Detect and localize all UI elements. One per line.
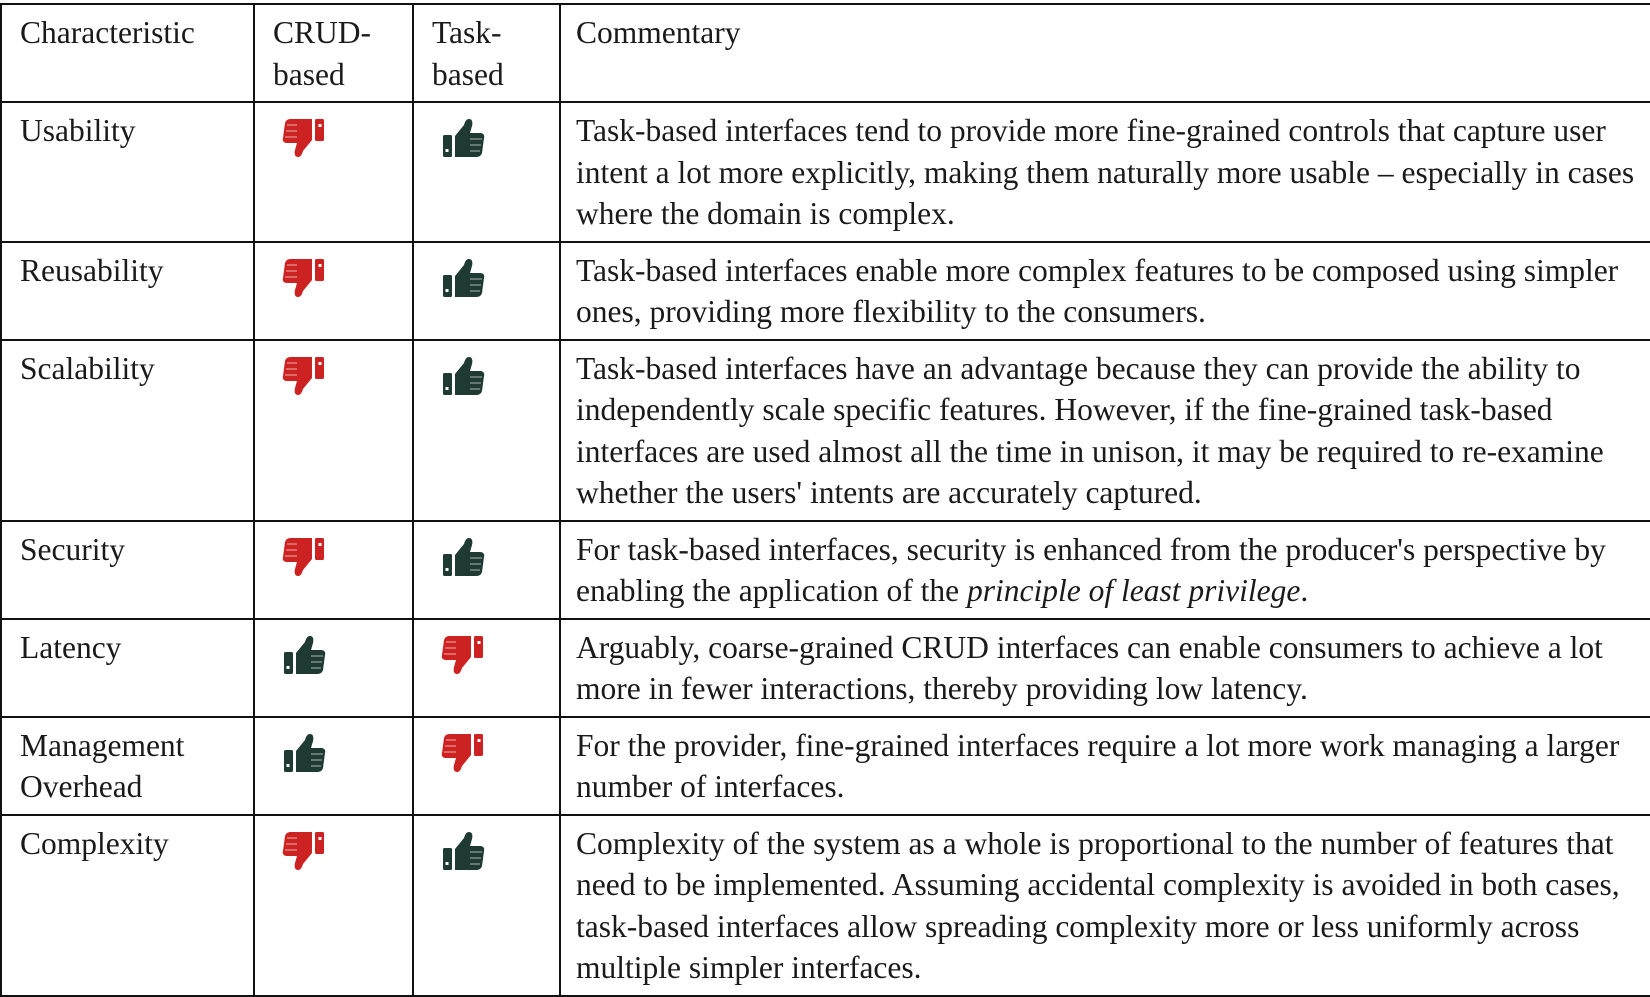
thumbs-up-icon <box>440 828 486 874</box>
thumbs-up-icon <box>440 255 486 301</box>
thumbs-down-icon <box>281 534 327 580</box>
table-row: Management Overhead For the provider, fin… <box>0 715 1650 816</box>
characteristic-cell: Usability <box>0 101 255 243</box>
characteristic-cell: Latency <box>0 617 255 718</box>
comparison-table: Characteristic CRUD- based Task- based C… <box>0 3 1650 997</box>
commentary-cell: Complexity of the system as a whole is p… <box>559 813 1650 997</box>
thumbs-up-icon <box>440 534 486 580</box>
task-rating-cell <box>412 338 561 522</box>
commentary-cell: Task-based interfaces have an advantage … <box>559 338 1650 522</box>
thumbs-down-icon <box>281 115 327 161</box>
characteristic-cell: Security <box>0 519 255 620</box>
table-row: Complexity Complexity of the system as a … <box>0 813 1650 997</box>
document-page: Characteristic CRUD- based Task- based C… <box>0 3 1650 997</box>
commentary-cell: Arguably, coarse-grained CRUD interfaces… <box>559 617 1650 718</box>
task-rating-cell <box>412 240 561 341</box>
table-row: Reusability Task-based interfaces enable … <box>0 240 1650 341</box>
thumbs-down-icon <box>440 730 486 776</box>
commentary-cell: For the provider, fine-grained interface… <box>559 715 1650 816</box>
characteristic-cell: Complexity <box>0 813 255 997</box>
commentary-cell: For task-based interfaces, security is e… <box>559 519 1650 620</box>
commentary-text-end: . <box>1300 573 1309 608</box>
table-row: Latency Arguably, coarse-grained CRUD int… <box>0 617 1650 718</box>
header-crud-based: CRUD- based <box>253 3 414 103</box>
thumbs-down-icon <box>440 632 486 678</box>
header-characteristic: Characteristic <box>0 3 255 103</box>
characteristic-cell: Scalability <box>0 338 255 522</box>
thumbs-down-icon <box>281 828 327 874</box>
header-commentary: Commentary <box>559 3 1650 103</box>
thumbs-up-icon <box>440 353 486 399</box>
commentary-emphasis: principle of least privilege <box>967 573 1301 608</box>
task-rating-cell <box>412 715 561 816</box>
thumbs-down-icon <box>281 255 327 301</box>
characteristic-cell: Management Overhead <box>0 715 255 816</box>
crud-rating-cell <box>253 338 414 522</box>
commentary-text: For task-based interfaces, security is e… <box>576 531 1606 609</box>
table-row: Security For task-based interfaces, secur… <box>0 519 1650 620</box>
thumbs-up-icon <box>281 632 327 678</box>
table-row: Scalability Task-based interfaces have an… <box>0 338 1650 522</box>
table-row: Usability Task-based interfaces tend to p… <box>0 101 1650 243</box>
thumbs-up-icon <box>440 115 486 161</box>
header-row: Characteristic CRUD- based Task- based C… <box>0 3 1650 103</box>
thumbs-down-icon <box>281 353 327 399</box>
task-rating-cell <box>412 813 561 997</box>
crud-rating-cell <box>253 715 414 816</box>
crud-rating-cell <box>253 240 414 341</box>
task-rating-cell <box>412 519 561 620</box>
thumbs-up-icon <box>281 730 327 776</box>
crud-rating-cell <box>253 519 414 620</box>
crud-rating-cell <box>253 101 414 243</box>
commentary-cell: Task-based interfaces tend to provide mo… <box>559 101 1650 243</box>
crud-rating-cell <box>253 813 414 997</box>
commentary-cell: Task-based interfaces enable more comple… <box>559 240 1650 341</box>
header-task-based: Task- based <box>412 3 561 103</box>
task-rating-cell <box>412 617 561 718</box>
characteristic-cell: Reusability <box>0 240 255 341</box>
task-rating-cell <box>412 101 561 243</box>
crud-rating-cell <box>253 617 414 718</box>
